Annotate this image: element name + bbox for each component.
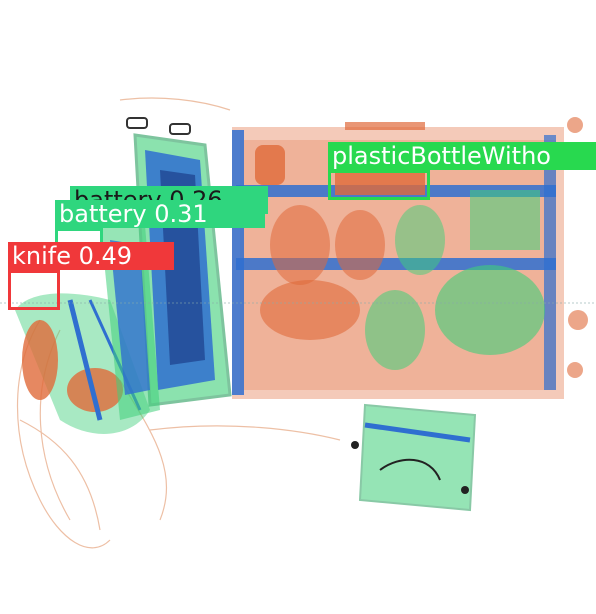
detection-label-knife: knife 0.49 (8, 242, 174, 270)
detection-label-battery-2: battery 0.31 (55, 200, 265, 228)
main-suitcase (0, 117, 596, 399)
detection-label-plastic-bottle: plasticBottleWitho (328, 142, 596, 170)
detection-box-plastic-bottle (328, 170, 430, 200)
detection-box-knife (8, 270, 60, 310)
small-pouch (351, 403, 477, 512)
